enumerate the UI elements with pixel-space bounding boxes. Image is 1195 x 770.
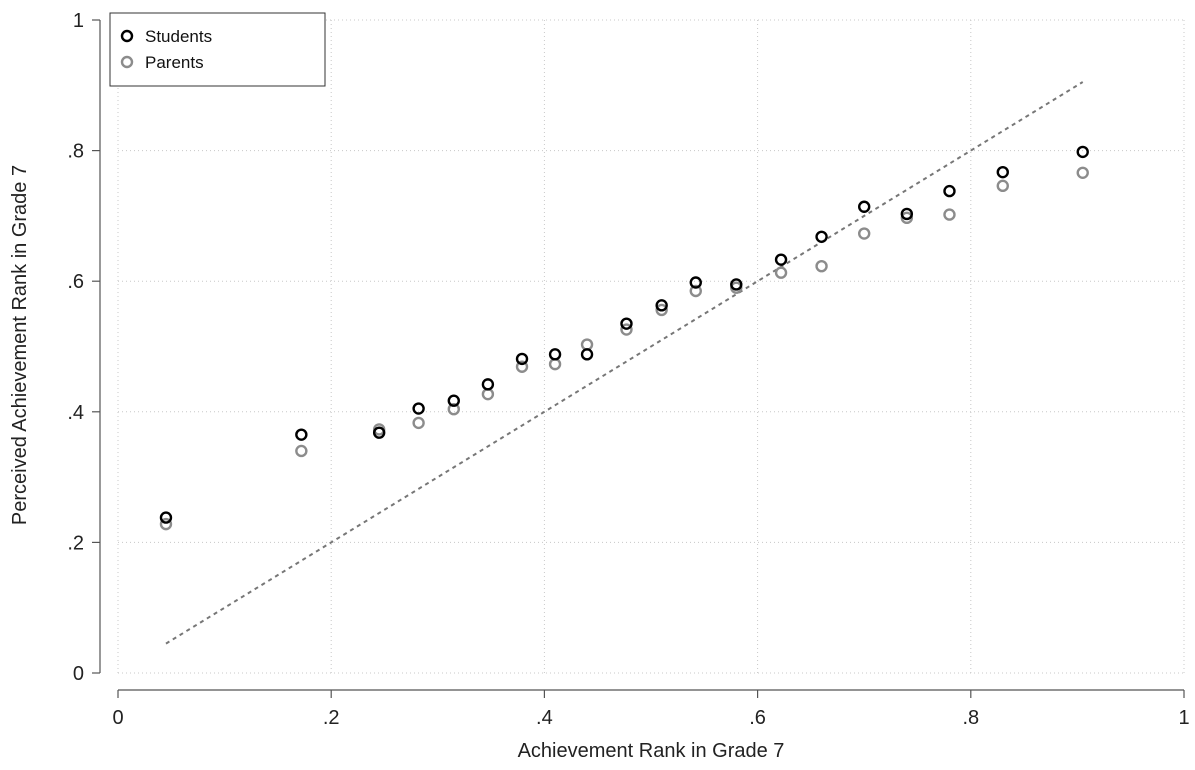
y-axis-title: Perceived Achievement Rank in Grade 7 (9, 165, 31, 525)
data-point-parents (858, 227, 871, 240)
data-point-students (580, 348, 594, 361)
series-students (159, 145, 1089, 524)
x-axis-ticks: 0 .2 .4 .6 .8 1 (112, 690, 1190, 729)
legend-box (109, 12, 326, 87)
data-point-students (655, 299, 668, 312)
data-point-parents (689, 284, 702, 298)
legend-marker-parents (120, 55, 134, 69)
data-point-parents (580, 338, 594, 351)
data-point-parents (655, 303, 668, 317)
data-point-students (815, 230, 828, 243)
data-point-students (372, 426, 386, 439)
y-tick-label: 0 (73, 663, 84, 685)
data-point-parents (815, 259, 828, 273)
reference-line (165, 81, 1084, 645)
data-point-parents (548, 357, 562, 371)
x-tick-label: .2 (323, 707, 340, 729)
data-point-parents (1076, 166, 1089, 180)
legend: Students Parents (109, 12, 326, 87)
legend-label-parents: Parents (145, 53, 204, 72)
data-point-students (515, 352, 529, 366)
data-point-students (730, 278, 743, 291)
data-point-students (689, 276, 702, 289)
data-point-parents (159, 517, 173, 531)
legend-marker-students (120, 29, 134, 43)
x-tick-label: .4 (536, 707, 553, 729)
data-point-parents (900, 211, 914, 225)
series-parents (159, 166, 1089, 531)
data-point-parents (996, 179, 1009, 193)
data-point-parents (515, 360, 529, 373)
y-tick-label: .4 (67, 402, 84, 424)
data-points (159, 145, 1089, 531)
data-point-students (481, 378, 495, 391)
data-point-students (900, 207, 914, 221)
data-point-students (620, 317, 633, 330)
legend-label-students: Students (145, 27, 212, 46)
x-tick-label: .6 (749, 707, 766, 729)
grid (117, 19, 1185, 674)
y-tick-label: .6 (67, 271, 84, 293)
y-axis-ticks: 0 .2 .4 .6 .8 1 (67, 10, 100, 685)
data-point-students (548, 348, 562, 361)
data-point-students (996, 165, 1009, 179)
data-point-parents (774, 266, 788, 279)
data-point-students (774, 253, 788, 266)
data-point-parents (620, 323, 633, 336)
y-tick-label: 1 (73, 10, 84, 32)
data-point-students (1076, 145, 1089, 159)
data-point-parents (481, 387, 495, 401)
data-point-students (943, 184, 956, 198)
data-point-parents (447, 402, 460, 416)
data-point-students (858, 200, 871, 213)
x-axis-title: Achievement Rank in Grade 7 (518, 740, 785, 762)
data-point-parents (943, 208, 956, 221)
x-tick-label: 0 (112, 707, 123, 729)
data-point-students (295, 428, 308, 441)
y-tick-label: .2 (67, 532, 84, 554)
data-point-parents (295, 444, 308, 458)
x-tick-label: 1 (1178, 707, 1189, 729)
data-point-parents (412, 416, 425, 430)
data-point-students (412, 402, 425, 415)
data-point-students (159, 511, 173, 524)
x-tick-label: .8 (962, 707, 979, 729)
y-tick-label: .8 (67, 141, 84, 163)
data-point-students (447, 394, 460, 407)
